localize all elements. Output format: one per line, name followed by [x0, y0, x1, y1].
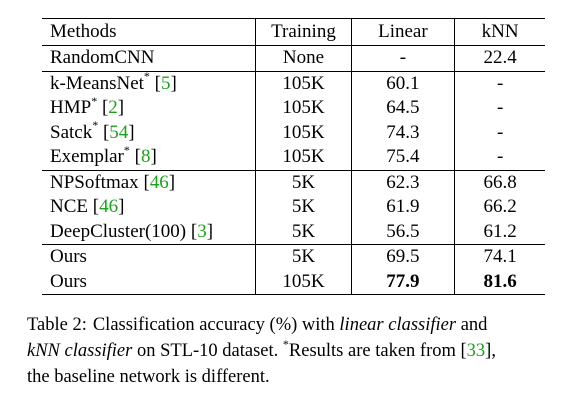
caption-text: and [460, 315, 488, 335]
knn-cell: 66.8 [454, 169, 545, 195]
header-linear: Linear [350, 18, 455, 46]
asterisk-mark: * [91, 93, 98, 108]
method-name: HMP [50, 97, 92, 119]
knn-cell: - [454, 70, 545, 96]
linear-cell: 64.5 [350, 96, 455, 121]
citation-link[interactable]: 46 [99, 196, 119, 218]
training-cell: 5K [255, 169, 352, 195]
method-cell: k-MeansNet* [5] [42, 69, 256, 96]
citation-link[interactable]: 2 [108, 97, 118, 119]
citation-link[interactable]: 3 [197, 220, 207, 242]
training-cell: 105K [255, 269, 352, 295]
knn-cell: - [454, 145, 545, 170]
training-cell: 5K [255, 219, 352, 245]
table-row: HMP* [2] 105K 64.5 - [42, 93, 545, 121]
training-cell: 5K [255, 244, 352, 270]
method-cell: NCE [46] [50, 196, 125, 218]
table-row: NPSoftmax [46] 5K 62.3 66.8 [42, 169, 545, 195]
table-row: Ours 105K 77.9 81.6 [42, 269, 545, 295]
linear-cell: 61.9 [350, 195, 455, 220]
caption-text: Results are taken from [ [288, 341, 467, 361]
method-name: DeepCluster(100) [50, 220, 187, 242]
header-training: Training [255, 18, 352, 46]
method-cell: NPSoftmax [46] [42, 169, 256, 195]
method-name: k-MeansNet [50, 72, 144, 94]
knn-cell: 66.2 [454, 195, 545, 220]
citation-link[interactable]: 33 [466, 341, 486, 361]
asterisk-mark: * [92, 118, 99, 133]
training-cell: 105K [255, 96, 352, 121]
training-cell: 105K [255, 120, 352, 145]
table-caption: Table 2: Classification accuracy (%) with… [27, 312, 572, 390]
linear-cell: 60.1 [350, 70, 455, 96]
method-name: RandomCNN [50, 47, 155, 69]
caption-emphasis: kNN classifier [27, 341, 133, 361]
table-row: Satck* [54] 105K 74.3 - [42, 118, 545, 145]
method-name: Ours [50, 270, 87, 292]
table-row: RandomCNN None - 22.4 [42, 45, 545, 71]
results-table-container: Methods Training Linear kNN RandomCNN No… [42, 18, 545, 295]
linear-cell-best: 77.9 [350, 269, 455, 295]
method-cell: HMP* [2] [50, 93, 125, 119]
method-cell: RandomCNN [42, 45, 256, 71]
caption-text: on STL-10 dataset. [136, 341, 279, 361]
knn-cell: 61.2 [454, 219, 545, 245]
caption-line-2: kNN classifier on STL-10 dataset. *Resul… [27, 338, 572, 364]
table-row: DeepCluster(100) [3] 5K 56.5 61.2 [42, 219, 545, 245]
header-row: Methods Training Linear kNN [42, 18, 545, 46]
citation-link[interactable]: 8 [140, 146, 151, 168]
linear-cell: 75.4 [350, 145, 455, 170]
caption-emphasis: linear classifier [339, 315, 457, 335]
training-cell: 5K [255, 195, 352, 220]
linear-cell: 62.3 [350, 169, 455, 195]
linear-cell: - [350, 45, 455, 71]
caption-line-3: the baseline network is different. [27, 364, 572, 390]
method-cell: Ours [42, 244, 256, 270]
asterisk-mark: * [123, 142, 130, 157]
method-name: Ours [50, 246, 87, 268]
method-cell: Exemplar* [8] [50, 142, 157, 168]
method-cell: Ours [42, 269, 256, 295]
asterisk-mark: * [143, 69, 150, 84]
results-table: Methods Training Linear kNN RandomCNN No… [42, 18, 545, 295]
table-row: Exemplar* [8] 105K 75.4 - [42, 142, 545, 170]
method-cell: DeepCluster(100) [3] [50, 220, 214, 242]
citation-link[interactable]: 54 [109, 121, 129, 143]
caption-text: Classification accuracy (%) with [92, 315, 335, 335]
caption-text: the baseline network is different. [27, 367, 270, 387]
knn-cell: 22.4 [454, 45, 545, 71]
training-cell: 105K [255, 145, 352, 170]
table-row: NCE [46] 5K 61.9 66.2 [42, 195, 545, 220]
training-cell: 105K [255, 70, 352, 96]
header-methods: Methods [42, 18, 256, 46]
knn-cell: - [454, 96, 545, 121]
linear-cell: 74.3 [350, 120, 455, 145]
table-row: Ours 5K 69.5 74.1 [42, 244, 545, 270]
citation-link[interactable]: 5 [161, 72, 171, 94]
caption-line-1: Table 2: Classification accuracy (%) with… [27, 312, 572, 338]
knn-cell: - [454, 120, 545, 145]
table-row: k-MeansNet* [5] 105K 60.1 - [42, 69, 545, 96]
caption-label: Table 2: [27, 315, 87, 335]
method-name: NPSoftmax [50, 171, 139, 193]
asterisk-mark: * [282, 336, 289, 351]
method-name: Exemplar [50, 146, 124, 168]
method-cell: Satck* [54] [50, 118, 135, 143]
method-name: NCE [50, 196, 88, 218]
linear-cell: 56.5 [350, 219, 455, 245]
linear-cell: 69.5 [350, 244, 455, 270]
header-knn: kNN [454, 18, 545, 46]
knn-cell: 74.1 [454, 244, 545, 270]
training-cell: None [255, 45, 352, 71]
knn-cell-best: 81.6 [454, 269, 545, 295]
method-name: Satck [50, 121, 93, 143]
citation-link[interactable]: 46 [149, 171, 169, 193]
caption-text: ], [485, 341, 496, 361]
